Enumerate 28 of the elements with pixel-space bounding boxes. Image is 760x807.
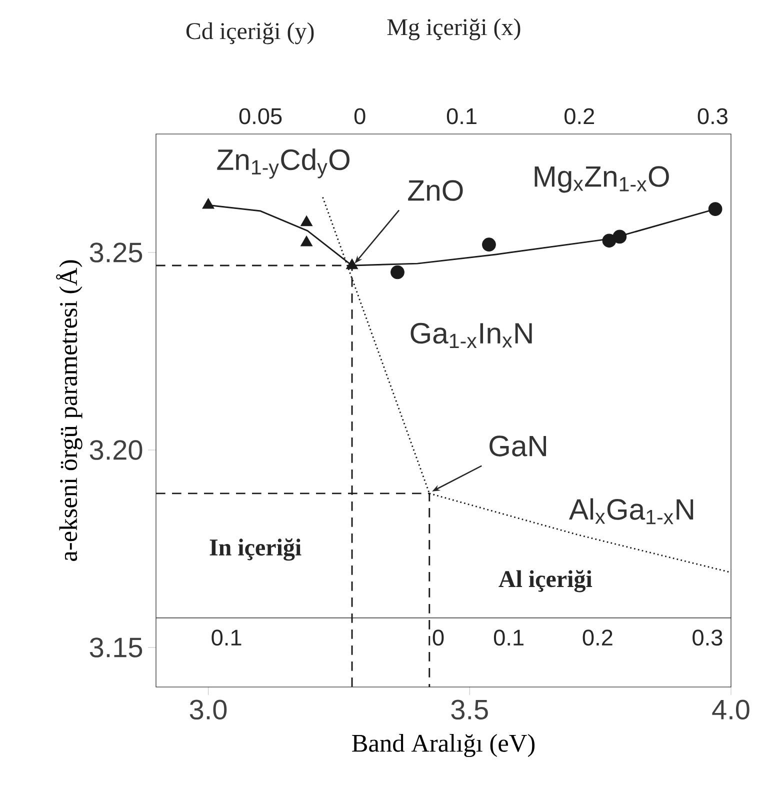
annotation: In içeriği bbox=[210, 538, 302, 561]
x-tick-label: 3.0 bbox=[190, 700, 227, 720]
text: Mg içeriği (x) bbox=[387, 18, 520, 40]
y-axis-title: a-ekseni örgü parametresi (Å) bbox=[56, 260, 82, 561]
text: 0 bbox=[354, 108, 366, 124]
annotation: GaN bbox=[490, 436, 546, 456]
annotation: Al içeriği bbox=[498, 570, 592, 592]
y-tick-label: 3.20 bbox=[90, 440, 142, 460]
annotation: 0.1 bbox=[212, 630, 242, 646]
series-label: Ga$_{1-x}$In$_{x}$N bbox=[410, 322, 532, 348]
y-tick-label: 3.15 bbox=[90, 638, 142, 658]
x-axis-title: Band Aralığı (eV) bbox=[352, 734, 535, 758]
text: Cd içeriği (y) bbox=[186, 22, 314, 44]
series-label: Al$_{x}$Ga$_{1-x}$N bbox=[569, 498, 694, 524]
y-tick-label: 3.25 bbox=[90, 242, 142, 262]
text: 0.1 bbox=[446, 108, 476, 124]
text: 0.05 bbox=[239, 108, 282, 124]
series-label: Zn$_{1-y}$Cd$_{y}$O bbox=[217, 148, 350, 179]
annotation: 0.1 bbox=[494, 630, 524, 646]
text: 0.3 bbox=[698, 108, 728, 124]
annotation: 0 bbox=[432, 630, 444, 646]
annotation: 0.3 bbox=[692, 630, 722, 646]
series-label: Mg$_{x}$Zn$_{1-x}$O bbox=[534, 166, 669, 193]
annotation: ZnO bbox=[408, 180, 463, 201]
x-tick-label: 3.5 bbox=[451, 700, 488, 720]
text: 0.2 bbox=[564, 108, 594, 124]
annotation: 0.2 bbox=[582, 630, 612, 646]
x-tick-label: 4.0 bbox=[712, 700, 750, 720]
